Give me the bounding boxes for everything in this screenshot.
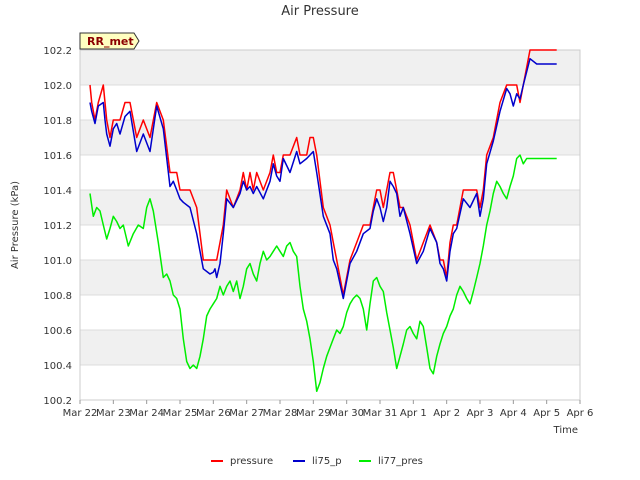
x-tick-label: Mar 25	[163, 408, 198, 419]
x-tick-label: Mar 31	[363, 408, 398, 419]
x-tick-label: Apr 4	[500, 408, 527, 419]
y-tick-label: 100.4	[43, 361, 72, 372]
x-tick-label: Apr 6	[567, 408, 594, 419]
y-tick-label: 102.2	[43, 46, 72, 57]
series-line-li75_p	[89, 57, 557, 300]
y-tick-label: 100.6	[43, 326, 72, 337]
legend: pressure li75_p li77_pres	[211, 456, 423, 467]
x-axis-title: Time	[553, 425, 578, 436]
y-tick-label: 101.6	[43, 151, 72, 162]
x-tick-label: Mar 26	[196, 408, 231, 419]
x-tick-label: Apr 1	[400, 408, 427, 419]
plot-frame	[79, 49, 581, 401]
badge-label: RR_met	[87, 35, 134, 48]
x-tick-label: Apr 5	[533, 408, 560, 419]
y-tick-label: 100.2	[43, 396, 72, 407]
y-axis-title: Air Pressure (kPa)	[10, 181, 21, 269]
x-tick-label: Apr 2	[433, 408, 460, 419]
x-tick-label: Mar 23	[96, 408, 131, 419]
legend-label-pressure: pressure	[230, 456, 273, 467]
badge-shape	[79, 32, 140, 50]
series-line-pressure	[89, 49, 557, 296]
band	[80, 120, 580, 155]
legend-label-li77_pres: li77_pres	[378, 456, 423, 467]
rr-met-badge: RR_met	[79, 32, 140, 50]
legend-label-li75_p: li75_p	[312, 456, 342, 467]
band	[80, 260, 580, 295]
x-tick-label: Mar 24	[129, 408, 164, 419]
series-lines	[89, 49, 557, 393]
chart-title: Air Pressure	[281, 4, 359, 19]
band	[80, 190, 580, 225]
x-tick-label: Mar 27	[229, 408, 264, 419]
x-tick-label: Mar 29	[296, 408, 331, 419]
y-tick-label: 100.8	[43, 291, 72, 302]
y-tick-label: 101.0	[43, 256, 72, 267]
x-tick-label: Mar 22	[63, 408, 98, 419]
y-tick-label: 101.4	[43, 186, 72, 197]
background-bands	[80, 50, 580, 365]
y-axis-ticks: 100.2 100.4 100.6 100.8 101.0 101.2 101.4 101.6…	[43, 46, 72, 407]
series-line-li77_pres	[89, 154, 557, 393]
x-tick-label: Mar 30	[329, 408, 364, 419]
x-tick-label: Apr 3	[467, 408, 494, 419]
y-tick-label: 101.2	[43, 221, 72, 232]
band	[80, 50, 580, 85]
y-tick-label: 101.8	[43, 116, 72, 127]
y-tick-label: 102.0	[43, 81, 72, 92]
x-tick-label: Mar 28	[263, 408, 298, 419]
